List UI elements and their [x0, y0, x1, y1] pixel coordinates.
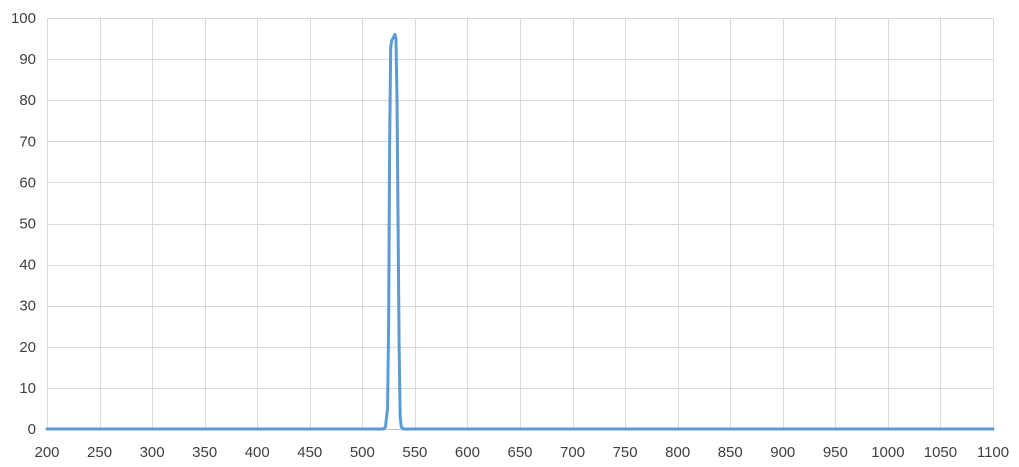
x-tick-label: 1000	[871, 444, 904, 461]
series-layer	[45, 32, 995, 431]
x-tick-label: 400	[245, 444, 270, 461]
x-tick-label: 650	[507, 444, 532, 461]
x-tick-label: 200	[34, 444, 59, 461]
x-tick-label: 1100	[977, 444, 1009, 461]
x-tick-label: 900	[770, 444, 795, 461]
y-tick-label: 60	[19, 174, 36, 191]
x-tick-label: 600	[455, 444, 480, 461]
x-tick-label: 950	[823, 444, 848, 461]
y-tick-label: 90	[19, 51, 36, 68]
y-tick-label: 10	[19, 380, 36, 397]
x-tick-label: 350	[192, 444, 217, 461]
y-axis-tick-labels: 0 10 20 30 40 50 60 70 80 90 100	[11, 10, 36, 438]
x-tick-label: 750	[613, 444, 638, 461]
y-tick-label: 30	[19, 298, 36, 315]
y-tick-label: 0	[28, 421, 36, 438]
y-tick-label: 50	[19, 216, 36, 233]
x-tick-label: 550	[402, 444, 427, 461]
series-line	[45, 32, 995, 431]
x-tick-label: 850	[718, 444, 743, 461]
y-tick-label: 100	[11, 10, 36, 27]
x-tick-label: 800	[665, 444, 690, 461]
grid	[47, 18, 994, 430]
x-tick-label: 500	[350, 444, 375, 461]
y-tick-label: 40	[19, 257, 36, 274]
x-tick-label: 1050	[924, 444, 957, 461]
x-tick-label: 450	[297, 444, 322, 461]
x-tick-label: 700	[560, 444, 585, 461]
x-tick-label: 300	[140, 444, 165, 461]
x-axis-tick-labels: 200 250 300 350 400 450 500 550 600 650 700 750 800 8…	[34, 444, 1009, 461]
y-tick-label: 20	[19, 339, 36, 356]
y-tick-label: 80	[19, 92, 36, 109]
x-tick-label: 250	[87, 444, 112, 461]
y-tick-label: 70	[19, 133, 36, 150]
